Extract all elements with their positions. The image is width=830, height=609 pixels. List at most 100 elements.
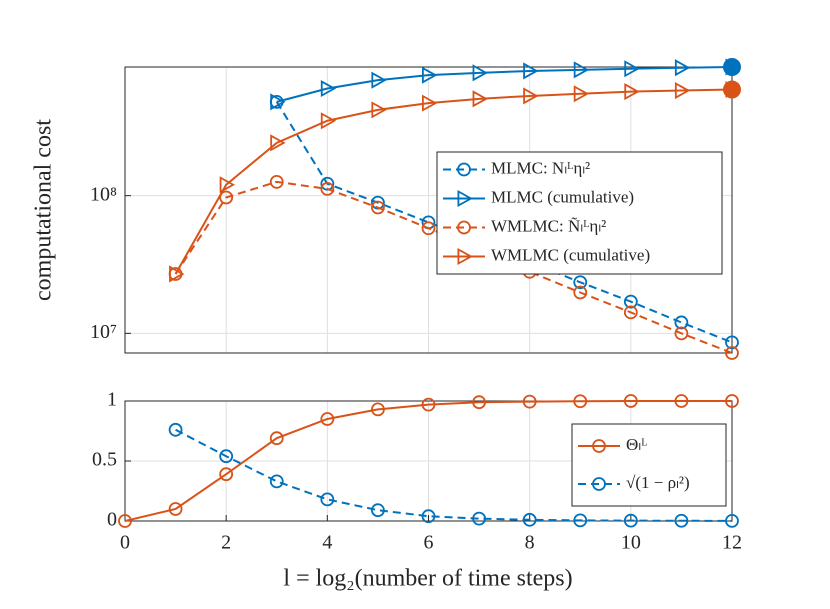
marker xyxy=(472,395,486,410)
series-line xyxy=(124,400,732,522)
x-tick-label: 6 xyxy=(424,532,434,554)
axes-box xyxy=(124,400,733,522)
marker xyxy=(522,394,537,409)
marker xyxy=(472,64,488,82)
marker xyxy=(523,62,539,80)
marker xyxy=(269,174,284,189)
marker xyxy=(219,449,234,464)
marker xyxy=(371,200,385,215)
legend-box xyxy=(571,423,727,507)
x-tick-label: 4 xyxy=(322,532,332,554)
x-tick-label: 12 xyxy=(722,532,742,554)
x-tick-label: 10 xyxy=(621,532,641,554)
marker xyxy=(674,513,689,528)
x-tick-label: 8 xyxy=(525,532,535,554)
marker xyxy=(472,90,488,108)
marker xyxy=(422,66,438,84)
marker xyxy=(168,422,183,437)
legend-marker xyxy=(457,189,473,208)
marker xyxy=(118,514,132,528)
marker xyxy=(168,502,183,516)
marker xyxy=(623,513,638,528)
marker xyxy=(219,176,236,194)
end-point xyxy=(723,80,741,99)
marker xyxy=(523,87,539,105)
marker xyxy=(573,85,590,103)
marker xyxy=(320,412,335,426)
marker xyxy=(270,93,286,111)
legend-marker xyxy=(592,439,606,453)
y-tick-label: 1 xyxy=(107,389,117,411)
marker xyxy=(674,394,689,408)
legend-marker xyxy=(457,247,473,266)
marker xyxy=(371,101,387,119)
marker xyxy=(674,315,689,330)
marker xyxy=(320,112,337,130)
series xyxy=(168,422,739,528)
marker xyxy=(320,492,335,507)
marker xyxy=(624,83,640,101)
marker xyxy=(573,61,590,79)
legend: MLMC: Nₗᴸηₗ² MLMC (cumulative) WMLMC: Ñₗᴸη… xyxy=(436,151,723,275)
series-line xyxy=(175,428,733,522)
marker xyxy=(725,513,739,528)
marker xyxy=(320,181,335,196)
marker xyxy=(371,402,385,417)
marker xyxy=(219,467,234,482)
legend-marker xyxy=(592,477,606,491)
marker xyxy=(573,275,588,290)
marker xyxy=(371,195,385,210)
marker xyxy=(421,221,436,236)
legend: Θₗᴸ √(1 − ρₗ²) xyxy=(571,423,727,507)
legend-box xyxy=(436,151,723,275)
marker xyxy=(169,265,185,283)
legend-label: WMLMC (cumulative) xyxy=(491,245,650,264)
marker xyxy=(725,346,739,360)
x-axis-label: l = log₂(number of time steps) xyxy=(283,566,572,592)
legend-marker xyxy=(457,220,471,235)
legend-label: Θₗᴸ xyxy=(626,435,647,454)
legend-label: MLMC: Nₗᴸηₗ² xyxy=(491,158,590,177)
marker xyxy=(421,509,436,524)
y-tick-label: 0 xyxy=(107,509,117,531)
marker xyxy=(674,326,689,341)
marker xyxy=(573,513,588,528)
marker xyxy=(371,71,387,89)
marker xyxy=(270,134,286,152)
end-point xyxy=(723,58,741,76)
marker xyxy=(371,503,385,518)
y-tick-label: 10⁷ xyxy=(90,321,117,343)
legend-label: WMLMC: Ñₗᴸηₗ² xyxy=(491,216,606,235)
marker xyxy=(573,285,588,300)
y-tick-label: 10⁸ xyxy=(90,183,117,205)
legend-marker xyxy=(457,162,471,177)
marker xyxy=(421,397,436,412)
marker xyxy=(320,79,337,98)
marker xyxy=(725,335,739,350)
marker xyxy=(472,511,486,526)
marker xyxy=(422,94,438,112)
marker xyxy=(674,82,691,100)
series xyxy=(270,58,741,111)
marker xyxy=(623,305,638,320)
axes-box xyxy=(124,66,733,354)
marker xyxy=(624,60,640,78)
x-tick-label: 0 xyxy=(120,532,130,554)
marker xyxy=(269,431,284,446)
series xyxy=(118,394,739,528)
legend-label: MLMC (cumulative) xyxy=(491,187,634,206)
marker xyxy=(725,394,739,408)
marker xyxy=(674,59,691,77)
y-tick-label: 0.5 xyxy=(92,449,117,471)
y-axis-label: computational cost xyxy=(31,119,57,301)
marker xyxy=(522,512,537,527)
series-line xyxy=(276,66,733,103)
marker xyxy=(623,394,638,408)
marker xyxy=(623,294,638,309)
marker xyxy=(573,394,588,409)
x-tick-label: 2 xyxy=(221,532,231,554)
legend-label: √(1 − ρₗ²) xyxy=(626,473,690,492)
marker xyxy=(269,474,284,489)
series xyxy=(169,80,741,283)
